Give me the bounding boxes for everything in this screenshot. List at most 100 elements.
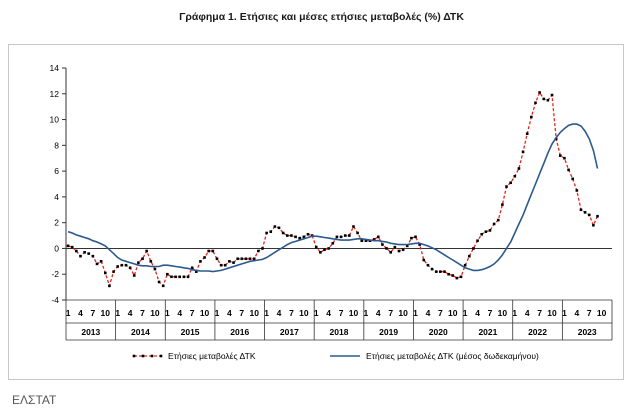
data-point — [75, 249, 78, 253]
data-point — [265, 231, 268, 235]
data-point — [521, 150, 525, 154]
month-tick-label: 10 — [299, 308, 309, 318]
data-point — [137, 261, 140, 264]
month-tick-label: 10 — [150, 308, 160, 318]
data-point — [327, 247, 330, 250]
data-point — [166, 272, 169, 276]
data-point — [145, 249, 148, 253]
data-point — [360, 239, 364, 243]
month-tick-label: 1 — [413, 308, 418, 318]
data-point — [467, 254, 471, 258]
data-point — [587, 213, 591, 217]
data-point — [352, 225, 355, 228]
data-point — [128, 266, 132, 270]
data-point — [285, 234, 289, 237]
data-point — [223, 263, 227, 267]
year-label: 2016 — [230, 327, 249, 337]
data-point — [161, 284, 165, 288]
data-point — [120, 263, 124, 267]
y-tick-label: 8 — [54, 140, 59, 150]
data-point — [530, 115, 533, 119]
month-tick-label: 4 — [78, 308, 83, 318]
data-point — [124, 263, 128, 267]
month-tick-label: 1 — [512, 308, 517, 318]
data-point — [87, 252, 91, 255]
data-point — [79, 254, 82, 258]
data-point — [401, 248, 405, 252]
source-label: ΕΛΣΤΑΤ — [12, 393, 57, 407]
data-point — [571, 177, 575, 181]
data-point — [273, 225, 277, 228]
data-point — [228, 260, 231, 263]
month-tick-label: 1 — [215, 308, 220, 318]
legend-label-annual: Ετήσιες μεταβολές ΔΤΚ — [168, 351, 256, 361]
data-point — [99, 260, 103, 263]
month-tick-label: 7 — [587, 308, 592, 318]
data-point — [451, 274, 455, 277]
data-point — [331, 241, 335, 245]
data-point — [319, 251, 322, 254]
data-point — [418, 243, 421, 246]
data-point — [356, 231, 359, 235]
data-point — [277, 226, 281, 230]
data-point — [91, 254, 95, 258]
month-tick-label: 4 — [326, 308, 331, 318]
data-point — [364, 239, 368, 243]
month-tick-label: 7 — [190, 308, 195, 318]
data-point — [335, 235, 339, 239]
data-point — [132, 274, 136, 277]
month-tick-label: 10 — [597, 308, 607, 318]
data-point — [219, 263, 223, 267]
data-point — [182, 275, 186, 279]
data-point — [252, 257, 256, 261]
year-label: 2017 — [280, 327, 299, 337]
y-tick-label: -4 — [51, 295, 59, 305]
data-point — [426, 263, 430, 267]
data-point — [103, 271, 107, 275]
year-label: 2013 — [81, 327, 100, 337]
month-tick-label: 7 — [289, 308, 294, 318]
legend-marker — [132, 354, 136, 358]
data-point — [517, 167, 521, 170]
data-point — [66, 244, 70, 248]
data-point — [186, 275, 190, 279]
data-point — [381, 243, 384, 246]
month-tick-label: 4 — [574, 308, 579, 318]
data-point — [414, 235, 417, 239]
month-tick-label: 4 — [426, 308, 431, 318]
series-line-annual — [67, 91, 599, 289]
data-point — [95, 262, 99, 266]
data-point — [472, 247, 475, 250]
data-point — [174, 275, 177, 279]
data-point — [422, 258, 426, 262]
data-point — [112, 270, 115, 273]
data-point — [558, 154, 562, 157]
legend: Ετήσιες μεταβολές ΔΤΚ Ετήσιες μεταβολές Δ… — [132, 351, 539, 361]
chart-frame — [8, 44, 624, 380]
data-point — [207, 249, 211, 253]
data-point — [348, 234, 351, 237]
data-point — [563, 156, 566, 160]
data-point — [339, 235, 343, 239]
month-tick-label: 10 — [547, 308, 557, 318]
y-tick-label: 4 — [54, 192, 59, 202]
month-tick-label: 1 — [562, 308, 567, 318]
data-point — [236, 257, 239, 261]
data-point — [211, 249, 215, 253]
month-tick-label: 4 — [475, 308, 480, 318]
month-tick-label: 4 — [227, 308, 232, 318]
chart-title: Γράφημα 1. Ετήσιες και μέσες ετήσιες μετ… — [179, 11, 464, 23]
data-point — [434, 270, 438, 273]
data-point — [190, 266, 194, 270]
data-point — [488, 229, 492, 232]
data-point — [157, 280, 161, 284]
data-point — [261, 247, 264, 250]
year-label: 2015 — [181, 327, 200, 337]
data-point — [294, 235, 297, 239]
data-point — [70, 245, 74, 249]
legend-marker — [141, 354, 145, 358]
month-tick-label: 4 — [525, 308, 530, 318]
data-point — [149, 260, 153, 263]
data-point — [314, 245, 318, 249]
